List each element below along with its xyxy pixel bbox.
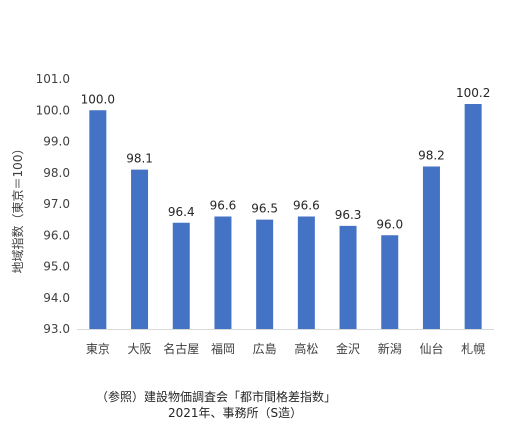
category-label: 札幌 (461, 341, 485, 356)
bar (131, 169, 149, 329)
category-label: 仙台 (419, 341, 443, 356)
y-tick-label: 98.0 (43, 166, 70, 180)
data-label: 96.3 (335, 208, 362, 222)
bar (339, 225, 357, 329)
bar (214, 216, 232, 329)
source-note-line-2: 2021年、事務所（S造） (168, 406, 303, 420)
data-labels: 100.0 98.1 96.4 96.6 96.5 96.6 96.3 96.0 98.2 100… (81, 86, 491, 231)
category-label: 高松 (294, 341, 318, 356)
bar (422, 166, 440, 329)
bar (256, 219, 274, 329)
bar (172, 222, 190, 329)
bar (297, 216, 315, 329)
bar (464, 104, 482, 329)
category-label: 東京 (86, 342, 110, 356)
data-label: 96.6 (293, 199, 320, 213)
data-label: 96.6 (210, 199, 237, 213)
y-tick-label: 94.0 (43, 291, 70, 305)
category-label: 福岡 (211, 341, 235, 356)
y-tick-label: 95.0 (43, 260, 70, 274)
y-tick-label: 100.0 (36, 103, 70, 117)
category-label: 金沢 (336, 341, 360, 356)
data-label: 100.2 (456, 86, 490, 100)
category-label: 広島 (253, 341, 277, 356)
y-tick-label: 93.0 (43, 322, 70, 336)
data-label: 100.0 (81, 92, 115, 106)
category-label: 大阪 (128, 342, 152, 356)
y-tick-label: 99.0 (43, 135, 70, 149)
data-label: 96.4 (168, 205, 195, 219)
bar (381, 235, 399, 329)
data-label: 96.0 (376, 217, 403, 231)
category-label: 名古屋 (163, 341, 199, 356)
category-labels: 東京 大阪 名古屋 福岡 広島 高松 金沢 新潟 仙台 札幌 (86, 341, 485, 356)
source-note-line-1: （参照）建設物価調査会「都市間格差指数」 (96, 390, 337, 404)
y-axis-ticks: 93.0 94.0 95.0 96.0 97.0 98.0 99.0 100.0 101.0 (36, 72, 70, 336)
y-tick-label: 96.0 (43, 228, 70, 242)
bar (89, 110, 107, 329)
bars (89, 104, 482, 329)
category-label: 新潟 (378, 341, 402, 356)
y-tick-label: 97.0 (43, 197, 70, 211)
data-label: 98.2 (418, 149, 445, 163)
data-label: 98.1 (126, 152, 153, 166)
y-tick-label: 101.0 (36, 72, 70, 86)
y-axis-label: 地域指数（東京＝100） (10, 143, 25, 274)
data-label: 96.5 (251, 202, 278, 216)
